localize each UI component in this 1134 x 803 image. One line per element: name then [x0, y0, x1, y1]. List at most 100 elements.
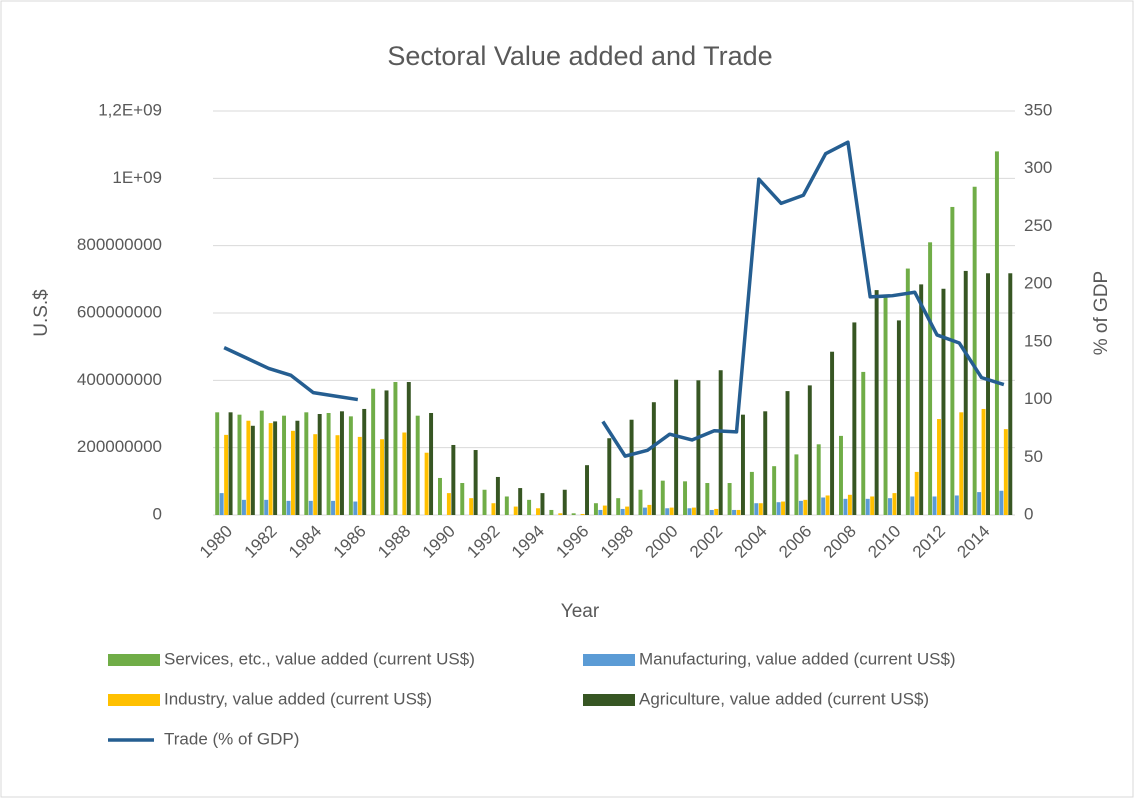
- bar: [215, 412, 220, 515]
- bar: [290, 430, 295, 515]
- bar: [571, 513, 576, 515]
- y2-tick-label: 0: [1024, 504, 1033, 523]
- bar: [518, 488, 523, 515]
- bar: [259, 410, 264, 515]
- bar: [781, 501, 786, 515]
- y-tick-label: 400000000: [77, 370, 162, 389]
- bar: [246, 420, 251, 515]
- bar: [910, 496, 915, 515]
- bar: [331, 500, 336, 515]
- bar: [460, 483, 465, 515]
- bar: [709, 509, 714, 515]
- bar: [714, 508, 719, 515]
- bar: [999, 490, 1004, 515]
- y2-axis-title: % of GDP: [1091, 271, 1112, 355]
- bar: [371, 388, 376, 515]
- bar: [839, 435, 843, 515]
- legend-label: Trade (% of GDP): [164, 729, 299, 748]
- bar: [763, 411, 768, 515]
- bar: [625, 506, 630, 515]
- bar: [843, 498, 848, 515]
- bar: [669, 507, 674, 515]
- bar: [273, 421, 278, 515]
- bar: [335, 435, 340, 515]
- bar: [286, 500, 291, 515]
- legend-label: Services, etc., value added (current US$…: [164, 649, 475, 668]
- bar: [691, 507, 696, 515]
- y2-tick-label: 50: [1024, 447, 1043, 466]
- bar: [638, 489, 643, 515]
- bar: [785, 391, 790, 515]
- bar: [896, 320, 901, 515]
- bar: [928, 242, 933, 516]
- bar: [950, 206, 955, 515]
- bar: [892, 493, 897, 515]
- bar: [914, 471, 919, 515]
- bar: [870, 496, 875, 515]
- bar: [963, 270, 968, 515]
- bar: [224, 434, 229, 515]
- bar: [585, 465, 589, 515]
- bar: [513, 506, 518, 515]
- bar: [473, 450, 478, 515]
- bar: [794, 454, 799, 515]
- y2-tick-label: 150: [1024, 331, 1052, 350]
- bar: [727, 483, 732, 515]
- bar: [803, 499, 808, 515]
- bar: [424, 452, 429, 515]
- bar: [972, 186, 977, 515]
- bar: [807, 385, 812, 515]
- bar: [558, 513, 563, 515]
- bar: [415, 415, 420, 515]
- bar: [380, 439, 385, 515]
- bar: [941, 288, 946, 515]
- bar: [295, 420, 300, 515]
- bar: [937, 419, 941, 515]
- bar: [241, 499, 246, 515]
- bar: [620, 508, 625, 515]
- bar: [264, 499, 269, 515]
- bar: [981, 408, 986, 515]
- y-tick-label: 1E+09: [112, 168, 162, 187]
- bar: [776, 502, 781, 515]
- bar: [357, 436, 362, 515]
- bar: [593, 503, 598, 515]
- trade-line: [223, 346, 359, 402]
- bar: [438, 477, 442, 515]
- bar: [482, 489, 487, 515]
- y2-tick-label: 250: [1024, 216, 1052, 235]
- y2-tick-label: 200: [1024, 274, 1052, 293]
- bar: [986, 273, 990, 515]
- bar: [994, 151, 999, 515]
- bar: [954, 495, 959, 515]
- bar: [237, 414, 242, 515]
- legend-label: Manufacturing, value added (current US$): [639, 649, 956, 668]
- bar: [580, 513, 585, 515]
- bar: [825, 495, 830, 515]
- bar: [491, 503, 496, 515]
- legend-swatch: [583, 694, 635, 706]
- bar: [861, 371, 866, 515]
- bar: [313, 434, 318, 515]
- bar: [219, 493, 224, 515]
- bar: [883, 294, 888, 515]
- x-axis-title: Year: [561, 601, 600, 622]
- legend-swatch: [108, 654, 160, 666]
- bar: [718, 370, 723, 515]
- bar: [647, 504, 652, 515]
- bar: [562, 489, 567, 515]
- bar: [830, 351, 835, 515]
- bar: [874, 290, 879, 515]
- bar: [393, 382, 398, 515]
- bar: [683, 481, 688, 515]
- bar: [749, 471, 754, 515]
- bar: [772, 466, 777, 515]
- bar: [446, 493, 451, 515]
- bar: [451, 444, 456, 515]
- bar: [228, 412, 233, 515]
- bar: [504, 496, 509, 515]
- bar: [362, 408, 367, 515]
- bar: [353, 501, 358, 515]
